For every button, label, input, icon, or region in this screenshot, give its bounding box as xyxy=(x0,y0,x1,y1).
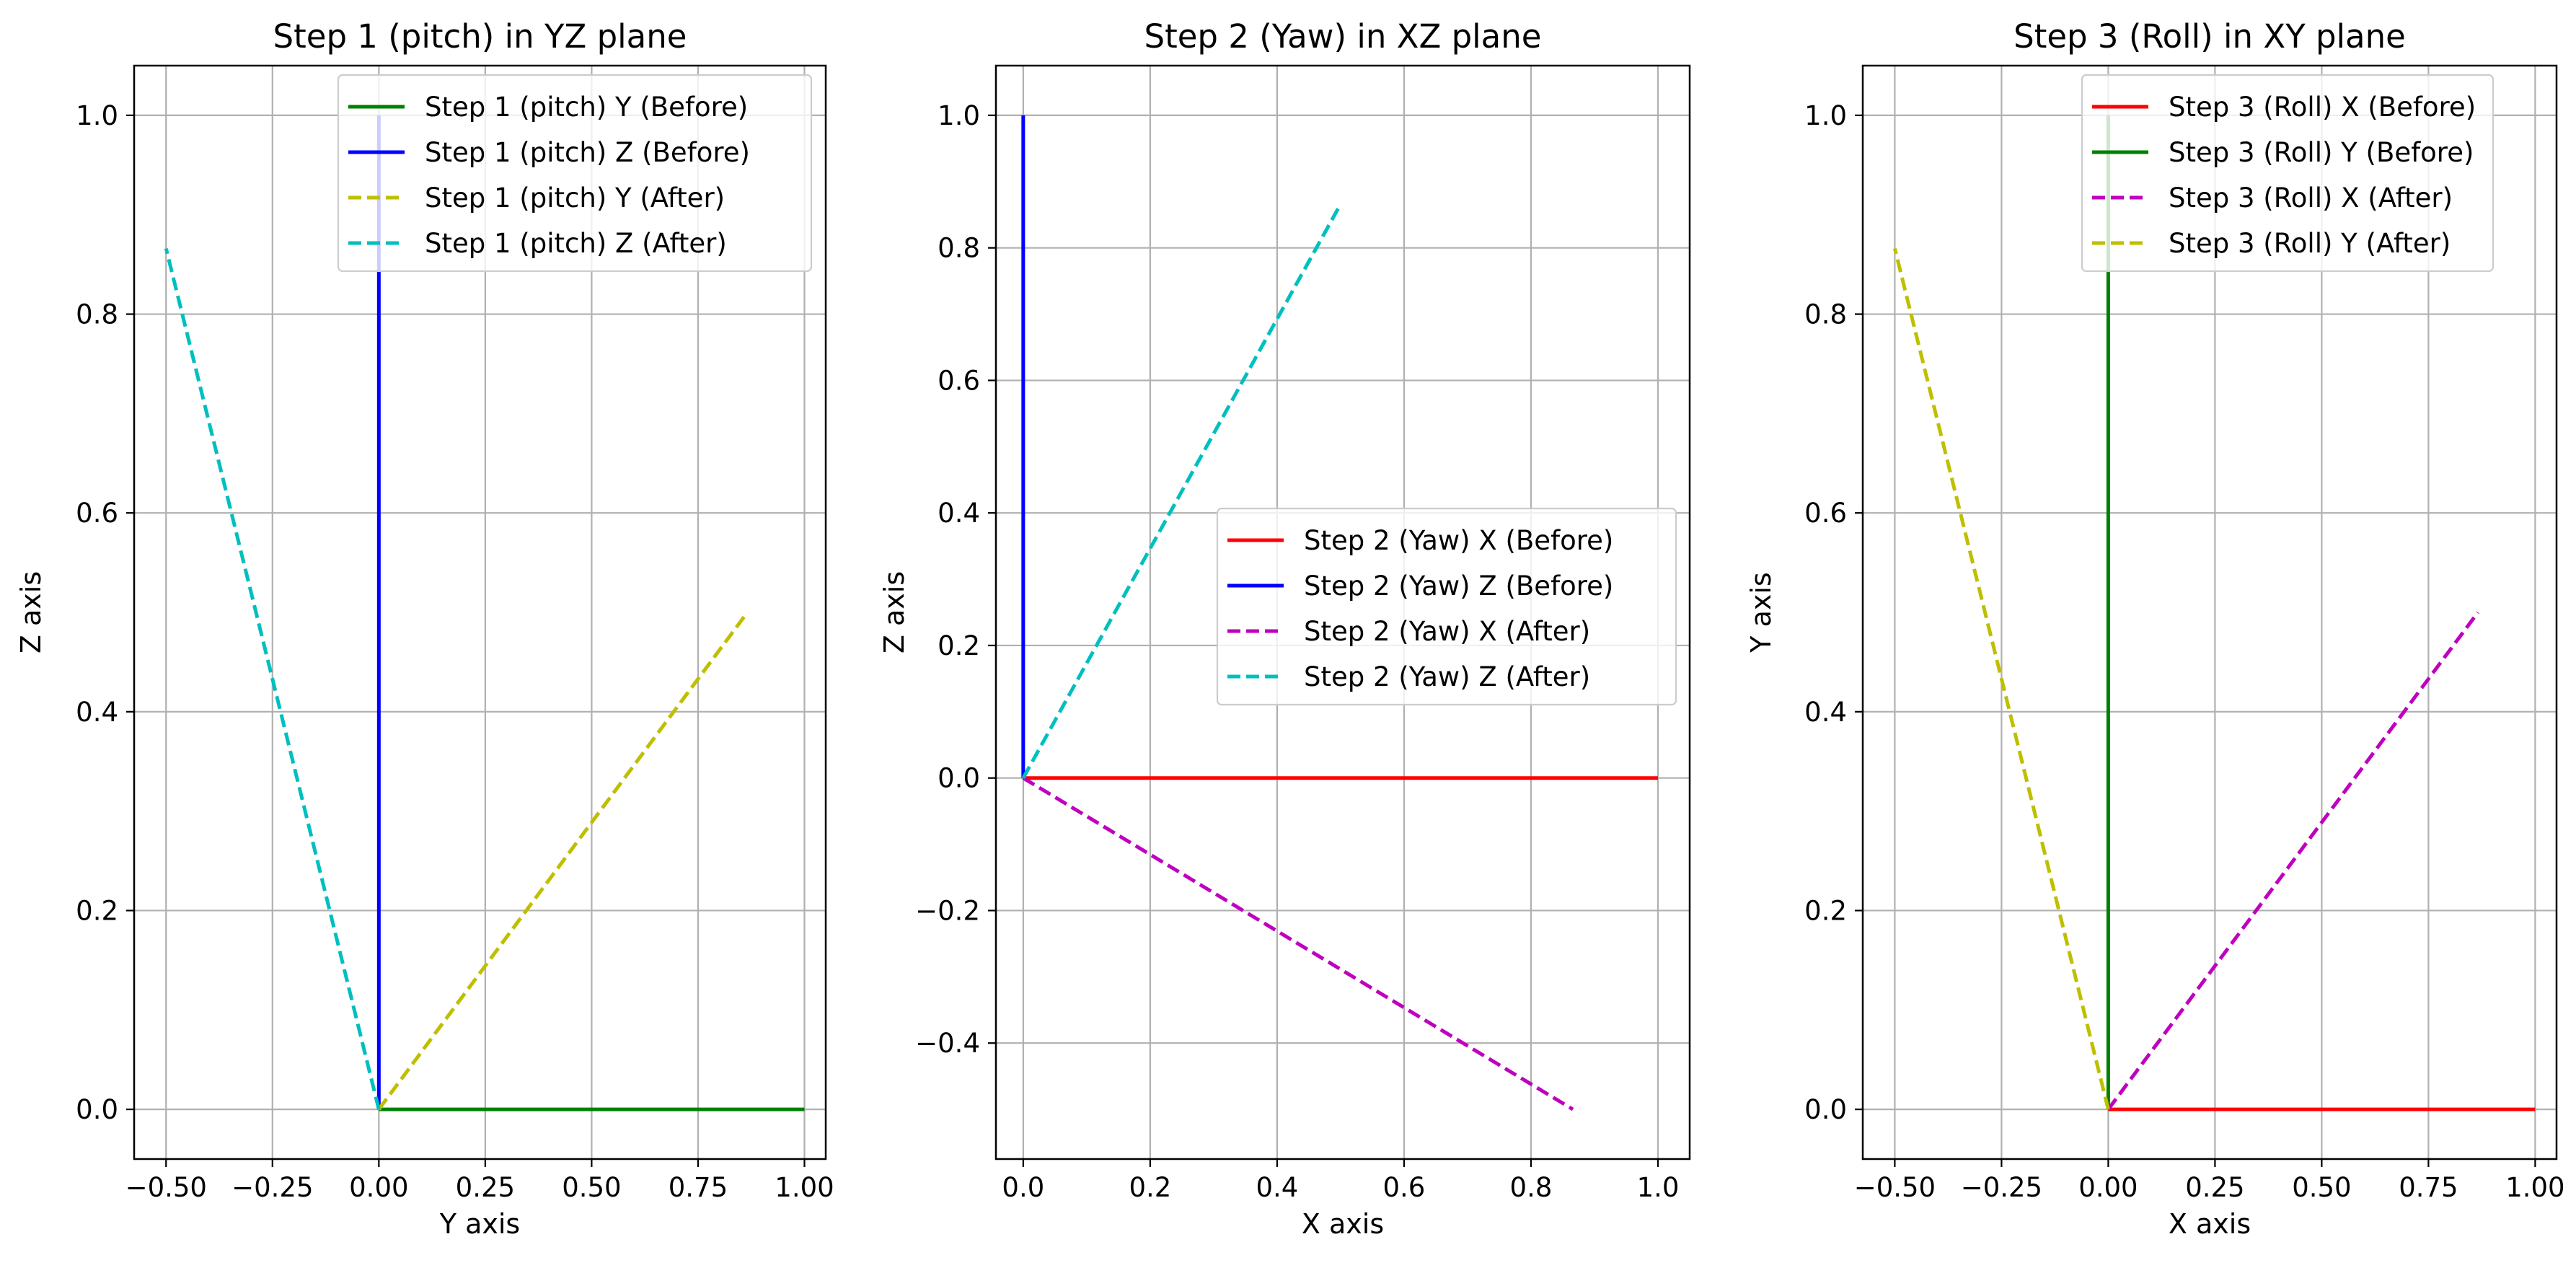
x-tick-label: 0.00 xyxy=(2078,1172,2138,1203)
y-axis-label: Z axis xyxy=(878,571,910,653)
x-tick-label: 0.2 xyxy=(1129,1172,1171,1203)
y-tick-label: 0.8 xyxy=(76,299,118,330)
y-tick-label: 1.0 xyxy=(76,100,118,131)
legend-label: Step 1 (pitch) Z (Before) xyxy=(425,137,750,168)
x-tick-label: 0.50 xyxy=(562,1172,621,1203)
y-tick-label: 0.2 xyxy=(1804,895,1847,926)
chart-title: Step 2 (Yaw) in XZ plane xyxy=(1144,17,1542,56)
axes-frame xyxy=(994,64,1691,1160)
y-tick-label: 1.0 xyxy=(938,100,980,131)
legend-label: Step 3 (Roll) X (Before) xyxy=(2169,92,2476,123)
x-tick-label: 0.0 xyxy=(1002,1172,1044,1203)
legend-frame xyxy=(2081,74,2495,273)
legend-label: Step 2 (Yaw) X (After) xyxy=(1304,616,1590,647)
y-axis-label: Z axis xyxy=(15,571,47,653)
subplot-2: 0.0 0.2 0.4 0.6 0.8 1.0 −0.4 −0.2 0.0 0.2 0.4 0.6 0.… xyxy=(878,17,1691,1240)
x-tick-label: −0.50 xyxy=(125,1172,207,1203)
x-tick-label: 0.6 xyxy=(1383,1172,1426,1203)
legend-label: Step 2 (Yaw) Z (Before) xyxy=(1304,571,1613,602)
legend-label: Step 3 (Roll) X (After) xyxy=(2169,182,2453,213)
legend-frame xyxy=(337,74,813,273)
y-tick-label: 0.4 xyxy=(76,697,118,728)
legend-label: Step 3 (Roll) Y (Before) xyxy=(2169,137,2474,168)
legend: Step 2 (Yaw) X (Before) Step 2 (Yaw) Z (B… xyxy=(1216,507,1677,706)
y-tick-label: 0.0 xyxy=(76,1094,118,1125)
y-tick-label: 0.0 xyxy=(1804,1094,1847,1125)
legend: Step 3 (Roll) X (Before) Step 3 (Roll) Y … xyxy=(2081,74,2495,273)
x-tick-label: 0.4 xyxy=(1256,1172,1298,1203)
y-tick-label: 0.4 xyxy=(1804,697,1847,728)
y-tick-label: 0.2 xyxy=(938,630,980,661)
x-tick-label: 0.00 xyxy=(349,1172,408,1203)
y-tick-label: 0.8 xyxy=(1804,299,1847,330)
y-tick-label: 0.0 xyxy=(938,763,980,794)
x-tick-label: −0.25 xyxy=(1961,1172,2042,1203)
subplot-1: −0.50 −0.25 0.00 0.25 0.50 0.75 1.00 0.0 0.2 0.4 0… xyxy=(15,17,834,1240)
x-axis-label: X axis xyxy=(2169,1208,2251,1240)
axes-frame xyxy=(1861,64,2558,1160)
legend-frame xyxy=(1216,507,1677,706)
x-tick-label: 1.00 xyxy=(775,1172,834,1203)
y-tick-label: 1.0 xyxy=(1804,100,1847,131)
chart-title: Step 1 (pitch) in YZ plane xyxy=(273,17,687,56)
x-tick-label: 0.8 xyxy=(1510,1172,1553,1203)
legend-label: Step 1 (pitch) Y (Before) xyxy=(425,92,748,123)
legend-label: Step 2 (Yaw) X (Before) xyxy=(1304,525,1613,556)
legend-label: Step 2 (Yaw) Z (After) xyxy=(1304,661,1590,692)
x-axis-label: X axis xyxy=(1302,1208,1384,1240)
series-line-3 xyxy=(1022,776,1574,1111)
series-line-4 xyxy=(164,247,381,1110)
y-tick-label: 0.8 xyxy=(938,233,980,264)
y-tick-label: 0.6 xyxy=(1804,498,1847,529)
x-tick-label: 0.75 xyxy=(2399,1172,2458,1203)
series-line-3 xyxy=(377,611,749,1111)
y-tick-label: 0.6 xyxy=(76,498,118,529)
legend-label: Step 3 (Roll) Y (After) xyxy=(2169,228,2451,259)
y-tick-label: −0.4 xyxy=(915,1028,980,1059)
y-tick-label: 0.6 xyxy=(938,365,980,396)
legend-label: Step 1 (pitch) Z (After) xyxy=(425,228,727,259)
y-axis-label: Y axis xyxy=(1745,572,1777,653)
x-tick-label: 0.75 xyxy=(669,1172,728,1203)
chart-title: Step 3 (Roll) in XY plane xyxy=(2013,17,2406,56)
x-tick-label: 1.00 xyxy=(2505,1172,2564,1203)
x-axis-label: Y axis xyxy=(439,1208,520,1240)
x-tick-label: 1.0 xyxy=(1637,1172,1680,1203)
x-tick-label: 0.25 xyxy=(2185,1172,2244,1203)
y-tick-label: 0.2 xyxy=(76,895,118,926)
legend: Step 1 (pitch) Y (Before) Step 1 (pitch) … xyxy=(337,74,813,273)
y-tick-label: −0.2 xyxy=(915,895,980,926)
legend-label: Step 1 (pitch) Y (After) xyxy=(425,182,725,213)
series-line-4 xyxy=(1021,203,1343,779)
x-tick-label: 0.25 xyxy=(456,1172,515,1203)
axes-frame xyxy=(133,64,827,1160)
x-tick-label: −0.25 xyxy=(231,1172,313,1203)
series-line-4 xyxy=(1892,247,2110,1110)
subplot-3: −0.50 −0.25 0.00 0.25 0.50 0.75 1.00 0.0 0.2 0.4 0… xyxy=(1745,17,2565,1240)
x-tick-label: 0.50 xyxy=(2292,1172,2351,1203)
x-tick-label: −0.50 xyxy=(1854,1172,1936,1203)
y-tick-label: 0.4 xyxy=(938,498,980,529)
series-line-3 xyxy=(2107,611,2480,1111)
